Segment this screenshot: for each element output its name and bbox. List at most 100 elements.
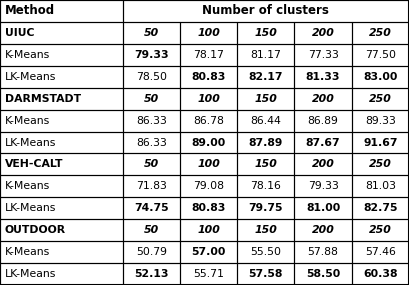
Text: 86.44: 86.44: [250, 116, 281, 126]
Bar: [123, 175, 180, 197]
Text: 57.88: 57.88: [308, 247, 339, 257]
Bar: [237, 132, 294, 153]
Bar: [237, 175, 294, 197]
Text: 83.00: 83.00: [363, 72, 398, 82]
Text: 77.50: 77.50: [365, 50, 396, 60]
Bar: [237, 44, 294, 66]
Text: 71.83: 71.83: [136, 181, 167, 191]
Text: 78.17: 78.17: [193, 50, 224, 60]
Bar: [352, 219, 409, 241]
Text: 50: 50: [144, 94, 159, 104]
Text: 78.50: 78.50: [136, 72, 167, 82]
Bar: [0, 132, 123, 153]
Text: 200: 200: [312, 94, 335, 104]
Bar: [180, 175, 237, 197]
Bar: [123, 110, 180, 132]
Bar: [0, 153, 123, 175]
Text: DARMSTADT: DARMSTADT: [5, 94, 81, 104]
Text: 86.89: 86.89: [308, 116, 339, 126]
Bar: [294, 241, 352, 263]
Bar: [0, 241, 123, 263]
Bar: [123, 197, 180, 219]
Bar: [123, 88, 180, 110]
Bar: [294, 175, 352, 197]
Bar: [123, 0, 409, 22]
Bar: [352, 88, 409, 110]
Bar: [237, 153, 294, 175]
Bar: [294, 22, 352, 44]
Text: 100: 100: [197, 159, 220, 169]
Bar: [352, 110, 409, 132]
Text: 50: 50: [144, 159, 159, 169]
Bar: [123, 153, 180, 175]
Text: LK-Means: LK-Means: [5, 203, 56, 213]
Bar: [180, 153, 237, 175]
Bar: [352, 132, 409, 153]
Text: 50: 50: [144, 28, 159, 38]
Text: Method: Method: [5, 5, 55, 17]
Text: 250: 250: [369, 94, 392, 104]
Bar: [123, 66, 180, 88]
Bar: [180, 110, 237, 132]
Bar: [294, 263, 352, 285]
Bar: [180, 263, 237, 285]
Bar: [123, 241, 180, 263]
Text: K-Means: K-Means: [5, 181, 50, 191]
Text: 80.83: 80.83: [191, 203, 226, 213]
Bar: [237, 66, 294, 88]
Text: 200: 200: [312, 225, 335, 235]
Text: 79.33: 79.33: [134, 50, 169, 60]
Bar: [180, 197, 237, 219]
Bar: [180, 88, 237, 110]
Bar: [0, 22, 123, 44]
Text: OUTDOOR: OUTDOOR: [5, 225, 66, 235]
Text: 87.89: 87.89: [249, 137, 283, 148]
Bar: [294, 44, 352, 66]
Bar: [0, 175, 123, 197]
Bar: [352, 197, 409, 219]
Bar: [180, 44, 237, 66]
Bar: [237, 22, 294, 44]
Bar: [123, 219, 180, 241]
Bar: [352, 44, 409, 66]
Text: 82.75: 82.75: [363, 203, 398, 213]
Text: LK-Means: LK-Means: [5, 72, 56, 82]
Bar: [237, 110, 294, 132]
Text: 100: 100: [197, 225, 220, 235]
Text: 86.33: 86.33: [136, 137, 167, 148]
Text: 81.17: 81.17: [250, 50, 281, 60]
Bar: [123, 263, 180, 285]
Text: 60.38: 60.38: [363, 269, 398, 279]
Text: 89.33: 89.33: [365, 116, 396, 126]
Bar: [294, 66, 352, 88]
Text: LK-Means: LK-Means: [5, 137, 56, 148]
Bar: [237, 88, 294, 110]
Text: 86.78: 86.78: [193, 116, 224, 126]
Bar: [294, 197, 352, 219]
Text: 78.16: 78.16: [250, 181, 281, 191]
Text: 250: 250: [369, 159, 392, 169]
Bar: [0, 263, 123, 285]
Bar: [180, 132, 237, 153]
Text: VEH-CALT: VEH-CALT: [5, 159, 63, 169]
Text: 250: 250: [369, 225, 392, 235]
Text: 57.00: 57.00: [191, 247, 226, 257]
Text: 80.83: 80.83: [191, 72, 226, 82]
Text: K-Means: K-Means: [5, 116, 50, 126]
Bar: [0, 88, 123, 110]
Text: 52.13: 52.13: [134, 269, 169, 279]
Bar: [352, 241, 409, 263]
Text: UIUC: UIUC: [5, 28, 34, 38]
Text: 86.33: 86.33: [136, 116, 167, 126]
Bar: [237, 197, 294, 219]
Text: 100: 100: [197, 28, 220, 38]
Text: 81.33: 81.33: [306, 72, 340, 82]
Text: 79.08: 79.08: [193, 181, 224, 191]
Text: 150: 150: [254, 28, 277, 38]
Bar: [180, 219, 237, 241]
Text: K-Means: K-Means: [5, 50, 50, 60]
Text: 79.75: 79.75: [249, 203, 283, 213]
Bar: [352, 66, 409, 88]
Bar: [294, 153, 352, 175]
Bar: [237, 219, 294, 241]
